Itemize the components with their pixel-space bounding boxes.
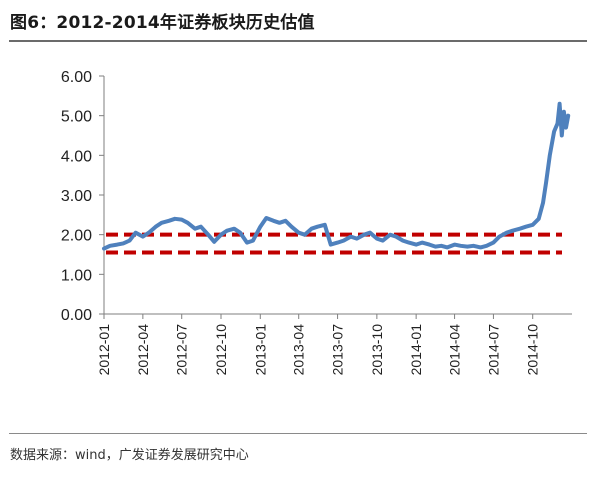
y-tick-label: 4.00 bbox=[61, 148, 92, 165]
y-tick-label: 1.00 bbox=[61, 267, 92, 284]
x-tick-label: 2014-01 bbox=[408, 324, 424, 376]
x-tick-label: 2014-10 bbox=[525, 324, 541, 376]
x-tick-label: 2013-01 bbox=[252, 324, 268, 376]
source-note: 数据来源：wind，广发证券发展研究中心 bbox=[10, 448, 249, 463]
figure-title: 图6：2012-2014年证券板块历史估值 bbox=[10, 13, 315, 33]
x-axis-ticks: 2012-01 2012-04 2012-07 2012-10 2013-01 2013-… bbox=[96, 314, 541, 375]
x-tick-label: 2012-10 bbox=[213, 324, 229, 376]
y-tick-label: 0.00 bbox=[61, 307, 92, 324]
x-tick-label: 2012-01 bbox=[96, 324, 112, 376]
x-tick-label: 2014-04 bbox=[447, 324, 463, 376]
series-line bbox=[102, 101, 571, 251]
y-tick-label: 3.00 bbox=[61, 188, 92, 205]
x-tick-label: 2012-04 bbox=[135, 324, 151, 376]
reference-bands bbox=[106, 232, 562, 255]
x-tick-label: 2014-07 bbox=[485, 324, 501, 376]
y-tick-label: 5.00 bbox=[61, 109, 92, 126]
x-tick-label: 2013-10 bbox=[369, 324, 385, 376]
y-tick-label: 6.00 bbox=[61, 69, 92, 86]
y-axis-ticks: 0.00 1.00 2.00 3.00 4.00 5.00 6.00 bbox=[61, 69, 104, 324]
x-tick-label: 2013-07 bbox=[330, 324, 346, 376]
title-divider bbox=[9, 40, 587, 42]
source-divider bbox=[9, 433, 587, 434]
y-tick-label: 2.00 bbox=[61, 228, 92, 245]
x-tick-label: 2013-04 bbox=[291, 324, 307, 376]
x-tick-label: 2012-07 bbox=[174, 324, 190, 376]
